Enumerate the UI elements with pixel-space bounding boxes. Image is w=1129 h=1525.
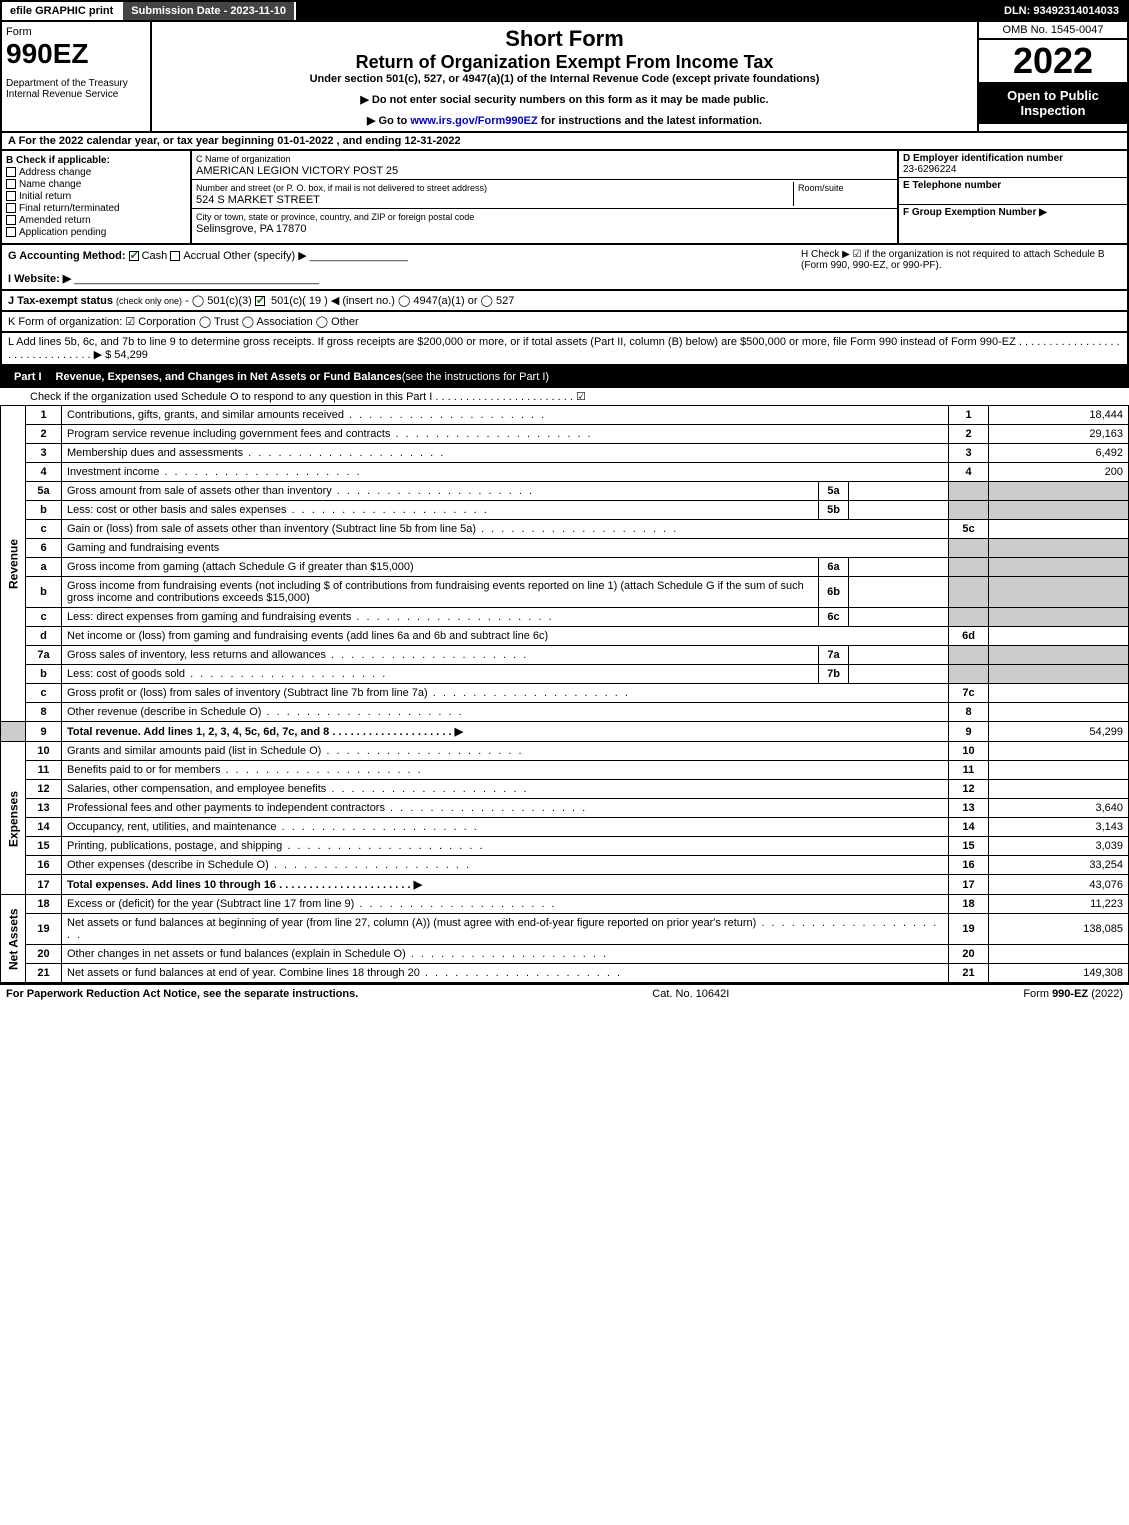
line-16-amt: 33,254 [989, 856, 1129, 875]
dept-label: Department of the Treasury Internal Reve… [6, 78, 146, 100]
line-1-amt: 18,444 [989, 406, 1129, 425]
section-j: J Tax-exempt status (check only one) - ◯… [0, 291, 1129, 312]
efile-label[interactable]: efile GRAPHIC print [2, 2, 123, 20]
footer-left: For Paperwork Reduction Act Notice, see … [6, 988, 358, 1000]
line-21-amt: 149,308 [989, 964, 1129, 983]
row-a-calendar: A For the 2022 calendar year, or tax yea… [0, 133, 1129, 151]
page-footer: For Paperwork Reduction Act Notice, see … [0, 983, 1129, 1003]
line-19-amt: 138,085 [989, 914, 1129, 945]
title-link: ▶ Go to www.irs.gov/Form990EZ for instru… [156, 114, 973, 127]
line-18-amt: 11,223 [989, 895, 1129, 914]
line-3-amt: 6,492 [989, 444, 1129, 463]
section-g: G Accounting Method: Cash Accrual Other … [0, 245, 1129, 291]
revenue-side: Revenue [1, 406, 26, 722]
section-l: L Add lines 5b, 6c, and 7b to line 9 to … [0, 333, 1129, 366]
lines-table: Revenue 1Contributions, gifts, grants, a… [0, 405, 1129, 983]
form-number: 990EZ [6, 38, 146, 70]
title-section: Under section 501(c), 527, or 4947(a)(1)… [156, 73, 973, 85]
title-warning: ▶ Do not enter social security numbers o… [156, 93, 973, 106]
dln-label: DLN: 93492314014033 [996, 2, 1127, 20]
section-k: K Form of organization: ☑ Corporation ◯ … [0, 312, 1129, 333]
submission-date: Submission Date - 2023-11-10 [123, 2, 296, 20]
line-15-amt: 3,039 [989, 837, 1129, 856]
footer-form: Form 990-EZ (2022) [1023, 988, 1123, 1000]
tax-year: 2022 [979, 40, 1127, 82]
line-17-amt: 43,076 [989, 875, 1129, 895]
netassets-side: Net Assets [1, 895, 26, 983]
part-i-header: Part I Revenue, Expenses, and Changes in… [0, 366, 1129, 388]
line-4-amt: 200 [989, 463, 1129, 482]
form-label: Form [6, 26, 146, 38]
title-short-form: Short Form [156, 26, 973, 52]
gross-receipts: $ 54,299 [105, 349, 148, 361]
expenses-side: Expenses [1, 742, 26, 895]
top-bar: efile GRAPHIC print Submission Date - 20… [0, 0, 1129, 22]
inspection-badge: Open to Public Inspection [979, 82, 1127, 124]
org-city: Selinsgrove, PA 17870 [196, 223, 306, 235]
section-c: C Name of organizationAMERICAN LEGION VI… [192, 151, 897, 243]
irs-link[interactable]: www.irs.gov/Form990EZ [410, 115, 537, 127]
title-return: Return of Organization Exempt From Incom… [156, 52, 973, 73]
org-name: AMERICAN LEGION VICTORY POST 25 [196, 165, 398, 177]
ein-value: 23-6296224 [903, 164, 956, 175]
line-14-amt: 3,143 [989, 818, 1129, 837]
line-13-amt: 3,640 [989, 799, 1129, 818]
section-b: B Check if applicable: Address change Na… [2, 151, 192, 243]
org-address: 524 S MARKET STREET [196, 194, 320, 206]
info-grid: B Check if applicable: Address change Na… [0, 151, 1129, 245]
part-i-sub: Check if the organization used Schedule … [0, 388, 1129, 405]
omb-number: OMB No. 1545-0047 [979, 22, 1127, 40]
line-2-amt: 29,163 [989, 425, 1129, 444]
line-9-amt: 54,299 [989, 722, 1129, 742]
footer-cat: Cat. No. 10642I [652, 988, 729, 1000]
section-d: D Employer identification number23-62962… [897, 151, 1127, 243]
section-h: H Check ▶ ☑ if the organization is not r… [801, 249, 1121, 285]
form-header: Form 990EZ Department of the Treasury In… [0, 22, 1129, 133]
